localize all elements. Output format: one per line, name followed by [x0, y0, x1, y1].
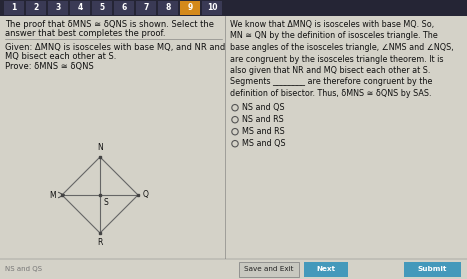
Text: are congruent by the isosceles triangle theorem. It is: are congruent by the isosceles triangle … [230, 54, 444, 64]
FancyBboxPatch shape [158, 1, 178, 15]
FancyBboxPatch shape [0, 259, 467, 279]
FancyBboxPatch shape [180, 1, 200, 15]
Text: MN ≅ QN by the definition of isosceles triangle. The: MN ≅ QN by the definition of isosceles t… [230, 32, 438, 40]
Text: 5: 5 [99, 4, 105, 13]
Text: 1: 1 [11, 4, 17, 13]
FancyBboxPatch shape [4, 1, 24, 15]
Text: base angles of the isosceles triangle, ∠NMS and ∠NQS,: base angles of the isosceles triangle, ∠… [230, 43, 453, 52]
Text: Segments ________ are therefore congruent by the: Segments ________ are therefore congruen… [230, 78, 432, 86]
Text: 4: 4 [78, 4, 83, 13]
Text: NS and QS: NS and QS [242, 103, 285, 112]
FancyBboxPatch shape [26, 1, 46, 15]
Text: 8: 8 [165, 4, 170, 13]
Text: 3: 3 [56, 4, 61, 13]
FancyBboxPatch shape [239, 261, 299, 276]
Text: NS and RS: NS and RS [242, 115, 284, 124]
Text: We know that ΔMNQ is isosceles with base MQ. So,: We know that ΔMNQ is isosceles with base… [230, 20, 434, 29]
Text: 9: 9 [187, 4, 192, 13]
FancyBboxPatch shape [48, 1, 68, 15]
Text: NS and QS: NS and QS [5, 266, 42, 272]
Text: Submit: Submit [418, 266, 447, 272]
Text: M: M [50, 191, 56, 199]
Text: Q: Q [143, 191, 149, 199]
Text: MS and RS: MS and RS [242, 127, 285, 136]
Text: answer that best completes the proof.: answer that best completes the proof. [5, 29, 165, 38]
Text: 6: 6 [121, 4, 127, 13]
Text: MQ bisect each other at S.: MQ bisect each other at S. [5, 52, 116, 61]
Text: N: N [97, 143, 103, 152]
FancyBboxPatch shape [404, 261, 461, 276]
FancyBboxPatch shape [202, 1, 222, 15]
Text: Given: ΔMNQ is isosceles with base MQ, and NR and: Given: ΔMNQ is isosceles with base MQ, a… [5, 43, 225, 52]
Text: R: R [97, 238, 103, 247]
FancyBboxPatch shape [92, 1, 112, 15]
Text: The proof that δMNS ≅ δQNS is shown. Select the: The proof that δMNS ≅ δQNS is shown. Sel… [5, 20, 214, 29]
FancyBboxPatch shape [0, 0, 467, 16]
FancyBboxPatch shape [136, 1, 156, 15]
Text: definition of bisector. Thus, δMNS ≅ δQNS by SAS.: definition of bisector. Thus, δMNS ≅ δQN… [230, 89, 432, 98]
Text: Next: Next [317, 266, 335, 272]
FancyBboxPatch shape [70, 1, 90, 15]
Text: S: S [104, 198, 109, 207]
Text: Prove: δMNS ≅ δQNS: Prove: δMNS ≅ δQNS [5, 62, 94, 71]
Text: also given that NR and MQ bisect each other at S.: also given that NR and MQ bisect each ot… [230, 66, 431, 75]
Text: 7: 7 [143, 4, 149, 13]
FancyBboxPatch shape [114, 1, 134, 15]
Text: 10: 10 [207, 4, 217, 13]
Text: Save and Exit: Save and Exit [244, 266, 294, 272]
FancyBboxPatch shape [0, 16, 467, 259]
Text: 2: 2 [33, 4, 39, 13]
FancyBboxPatch shape [304, 261, 348, 276]
Text: MS and QS: MS and QS [242, 139, 286, 148]
